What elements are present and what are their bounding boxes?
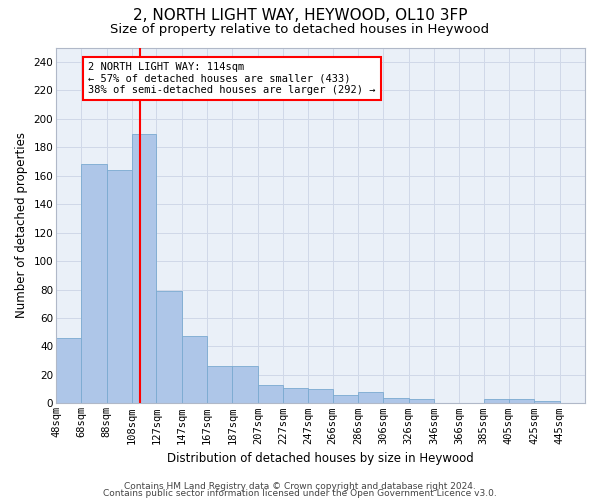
Bar bbox=[409, 399, 434, 404]
Text: Contains public sector information licensed under the Open Government Licence v3: Contains public sector information licen… bbox=[103, 490, 497, 498]
Text: 2, NORTH LIGHT WAY, HEYWOOD, OL10 3FP: 2, NORTH LIGHT WAY, HEYWOOD, OL10 3FP bbox=[133, 8, 467, 22]
Bar bbox=[484, 399, 509, 404]
Bar bbox=[182, 336, 207, 404]
Bar bbox=[509, 399, 534, 404]
Bar bbox=[308, 389, 332, 404]
Bar bbox=[156, 291, 182, 404]
Bar bbox=[56, 338, 82, 404]
Bar bbox=[132, 134, 156, 404]
Bar bbox=[332, 395, 358, 404]
Text: Size of property relative to detached houses in Heywood: Size of property relative to detached ho… bbox=[110, 22, 490, 36]
Text: Contains HM Land Registry data © Crown copyright and database right 2024.: Contains HM Land Registry data © Crown c… bbox=[124, 482, 476, 491]
Text: 2 NORTH LIGHT WAY: 114sqm
← 57% of detached houses are smaller (433)
38% of semi: 2 NORTH LIGHT WAY: 114sqm ← 57% of detac… bbox=[88, 62, 376, 95]
Bar bbox=[383, 398, 409, 404]
Bar bbox=[283, 388, 308, 404]
Bar bbox=[207, 366, 232, 404]
Bar bbox=[82, 164, 107, 404]
Bar bbox=[258, 385, 283, 404]
X-axis label: Distribution of detached houses by size in Heywood: Distribution of detached houses by size … bbox=[167, 452, 474, 465]
Bar bbox=[534, 400, 560, 404]
Bar bbox=[107, 170, 132, 404]
Y-axis label: Number of detached properties: Number of detached properties bbox=[15, 132, 28, 318]
Bar bbox=[358, 392, 383, 404]
Bar bbox=[232, 366, 258, 404]
